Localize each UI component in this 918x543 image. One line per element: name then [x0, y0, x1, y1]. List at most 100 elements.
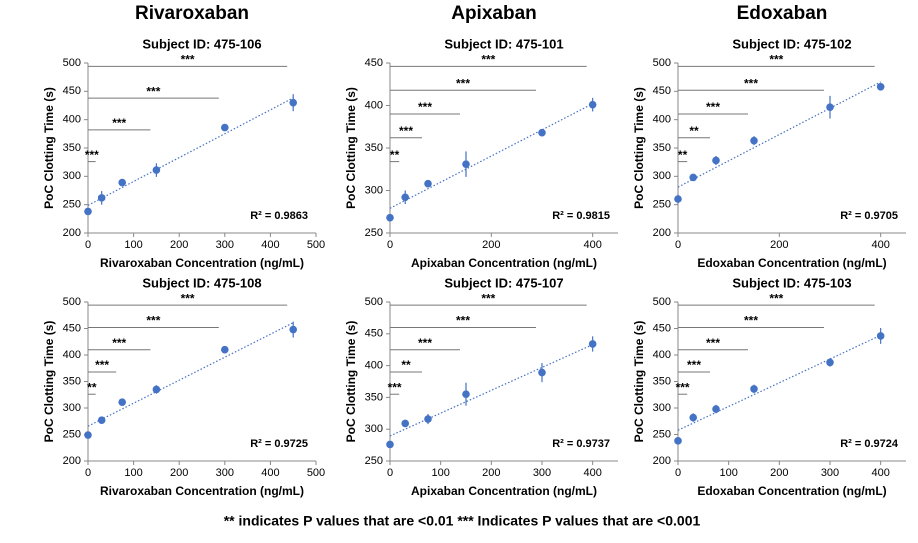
trend-line — [389, 103, 593, 209]
y-tick-label: 500 — [63, 296, 81, 308]
x-axis-label: Rivaroxaban Concentration (ng/mL) — [100, 256, 304, 270]
y-axis-label: PoC Clotting Time (s) — [42, 87, 56, 209]
significance-label: *** — [706, 100, 720, 114]
data-point — [386, 213, 394, 222]
data-point — [538, 128, 546, 137]
r-squared: R² = 0.9705 — [840, 210, 898, 222]
y-tick-label: 200 — [653, 455, 671, 467]
x-tick-label: 0 — [85, 467, 91, 479]
r-squared: R² = 0.9724 — [840, 438, 899, 450]
y-tick-label: 450 — [653, 85, 671, 97]
y-tick-label: 500 — [365, 296, 383, 308]
data-point — [221, 345, 229, 354]
y-tick-label: 200 — [63, 455, 81, 467]
x-tick-label: 300 — [821, 467, 839, 479]
x-tick-label: 200 — [482, 467, 500, 479]
y-axis-label: PoC Clotting Time (s) — [344, 321, 358, 443]
chart-title: Subject ID: 475-103 — [732, 275, 851, 290]
r-squared: R² = 0.9737 — [552, 438, 610, 450]
x-tick-label: 200 — [170, 467, 188, 479]
significance-label: *** — [456, 76, 470, 90]
y-tick-label: 300 — [365, 423, 383, 435]
significance-label: *** — [112, 116, 126, 130]
y-tick-label: 450 — [63, 322, 81, 334]
y-tick-label: 350 — [653, 375, 671, 387]
data-point — [401, 419, 410, 428]
y-tick-label: 250 — [365, 455, 383, 467]
significance-label: *** — [388, 380, 402, 394]
y-tick-label: 350 — [63, 375, 81, 387]
y-axis-label: PoC Clotting Time (s) — [344, 87, 358, 209]
x-axis-label: Rivaroxaban Concentration (ng/mL) — [100, 484, 304, 498]
r-squared: R² = 0.9863 — [250, 210, 308, 222]
y-tick-label: 200 — [63, 227, 81, 239]
significance-label: *** — [418, 336, 432, 350]
data-point — [538, 368, 546, 377]
y-tick-label: 250 — [63, 428, 81, 440]
y-tick-label: 500 — [653, 296, 671, 308]
y-tick-label: 350 — [653, 142, 671, 154]
data-point — [424, 415, 432, 423]
data-point — [84, 207, 92, 216]
column-title: Apixaban — [451, 3, 537, 24]
x-tick-label: 200 — [770, 467, 788, 479]
x-tick-label: 200 — [770, 239, 788, 251]
data-point — [118, 178, 126, 187]
data-point — [289, 98, 298, 107]
significance-label: *** — [181, 53, 195, 67]
x-tick-label: 100 — [124, 467, 142, 479]
x-axis-label: Apixaban Concentration (ng/mL) — [411, 484, 597, 498]
y-tick-label: 250 — [63, 199, 81, 211]
y-tick-label: 400 — [63, 114, 81, 126]
x-tick-label: 100 — [719, 467, 737, 479]
significance-label: *** — [481, 53, 495, 67]
significance-label: *** — [95, 358, 109, 372]
x-tick-label: 400 — [871, 467, 889, 479]
data-point — [876, 332, 885, 340]
chart-title: Subject ID: 475-108 — [142, 275, 261, 290]
significance-label: *** — [744, 76, 758, 90]
significance-label: ** — [87, 380, 97, 394]
x-tick-label: 200 — [170, 239, 188, 251]
chart-title: Subject ID: 475-101 — [444, 36, 563, 51]
data-point — [689, 173, 697, 182]
chart-title: Subject ID: 475-107 — [444, 275, 563, 290]
trend-line — [677, 334, 881, 431]
y-tick-label: 300 — [653, 170, 671, 182]
significance-label: ** — [689, 124, 699, 138]
data-point — [84, 431, 92, 439]
y-tick-label: 400 — [365, 99, 383, 111]
x-tick-label: 500 — [307, 467, 325, 479]
significance-label: *** — [146, 84, 160, 98]
significance-label: ** — [401, 358, 411, 372]
data-point — [97, 194, 106, 202]
significance-label: *** — [456, 314, 470, 328]
x-tick-label: 100 — [124, 239, 142, 251]
x-tick-label: 400 — [261, 467, 279, 479]
x-tick-label: 0 — [387, 467, 393, 479]
chart-title: Subject ID: 475-102 — [732, 36, 851, 51]
significance-label: ** — [390, 148, 400, 162]
data-point — [97, 416, 106, 424]
y-tick-label: 450 — [653, 322, 671, 334]
y-tick-label: 350 — [63, 142, 81, 154]
y-axis-label: PoC Clotting Time (s) — [42, 321, 56, 443]
y-tick-label: 300 — [63, 170, 81, 182]
significance-label: *** — [676, 380, 690, 394]
y-tick-label: 250 — [653, 428, 671, 440]
data-point — [750, 385, 758, 393]
data-point — [588, 100, 597, 109]
y-tick-label: 300 — [63, 402, 81, 414]
r-squared: R² = 0.9815 — [552, 210, 610, 222]
data-point — [826, 358, 834, 367]
trend-line — [389, 344, 593, 437]
data-point — [712, 405, 720, 413]
y-tick-label: 350 — [365, 142, 383, 154]
significance-label: *** — [181, 291, 195, 305]
x-tick-label: 400 — [261, 239, 279, 251]
data-point — [152, 166, 161, 174]
trend-line — [677, 81, 881, 188]
y-tick-label: 350 — [365, 391, 383, 403]
data-point — [712, 156, 720, 165]
